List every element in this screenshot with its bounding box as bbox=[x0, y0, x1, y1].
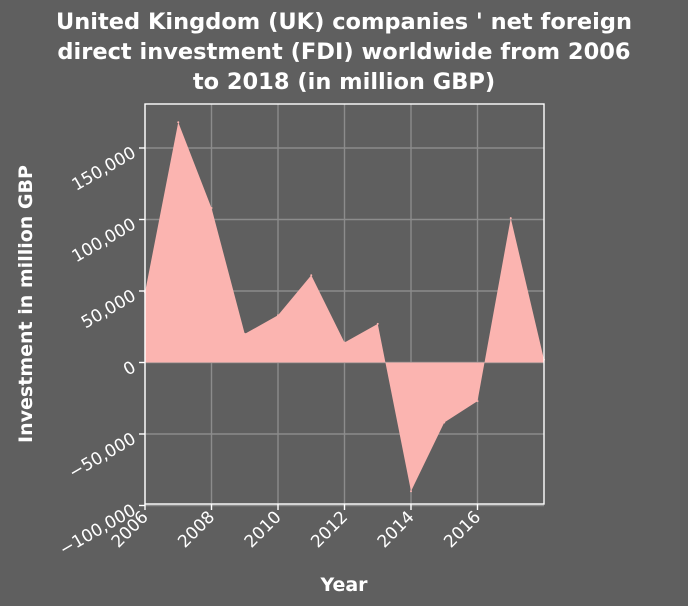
data-point-2010 bbox=[277, 314, 279, 317]
y-tick-label-3: 50,000 bbox=[78, 286, 140, 333]
data-point-2014 bbox=[410, 490, 412, 493]
data-point-2013 bbox=[376, 322, 379, 325]
data-point-2008 bbox=[210, 207, 213, 210]
x-tick-label-2010: 2010 bbox=[241, 507, 286, 552]
chart-title-line-1: United Kingdom (UK) companies ' net fore… bbox=[56, 9, 632, 35]
y-tick-label-4: 100,000 bbox=[69, 215, 140, 267]
fdi-area bbox=[145, 122, 544, 492]
x-axis-title: Year bbox=[319, 574, 368, 596]
chart-title-line-3: to 2018 (in million GBP) bbox=[193, 69, 495, 95]
data-point-2009 bbox=[243, 332, 246, 335]
y-axis-title: Investment in million GBP bbox=[15, 165, 37, 443]
data-point-2012 bbox=[343, 341, 346, 344]
x-tick-label-2016: 2016 bbox=[440, 507, 485, 552]
y-tick-label-1: −50,000 bbox=[66, 429, 140, 483]
data-point-2017 bbox=[509, 217, 512, 220]
data-point-2016 bbox=[476, 400, 479, 403]
y-tick-label-2: 0 bbox=[120, 358, 139, 381]
area-layer bbox=[144, 121, 545, 493]
data-point-2011 bbox=[310, 274, 313, 277]
data-point-2007 bbox=[177, 121, 180, 124]
x-tick-label-2012: 2012 bbox=[307, 507, 352, 552]
data-point-2015 bbox=[443, 421, 446, 424]
y-tick-label-5: 150,000 bbox=[69, 143, 140, 195]
chart-title-line-2: direct investment (FDI) worldwide from 2… bbox=[57, 39, 630, 65]
x-tick-label-2008: 2008 bbox=[174, 507, 219, 552]
x-tick-label-2014: 2014 bbox=[374, 507, 419, 552]
